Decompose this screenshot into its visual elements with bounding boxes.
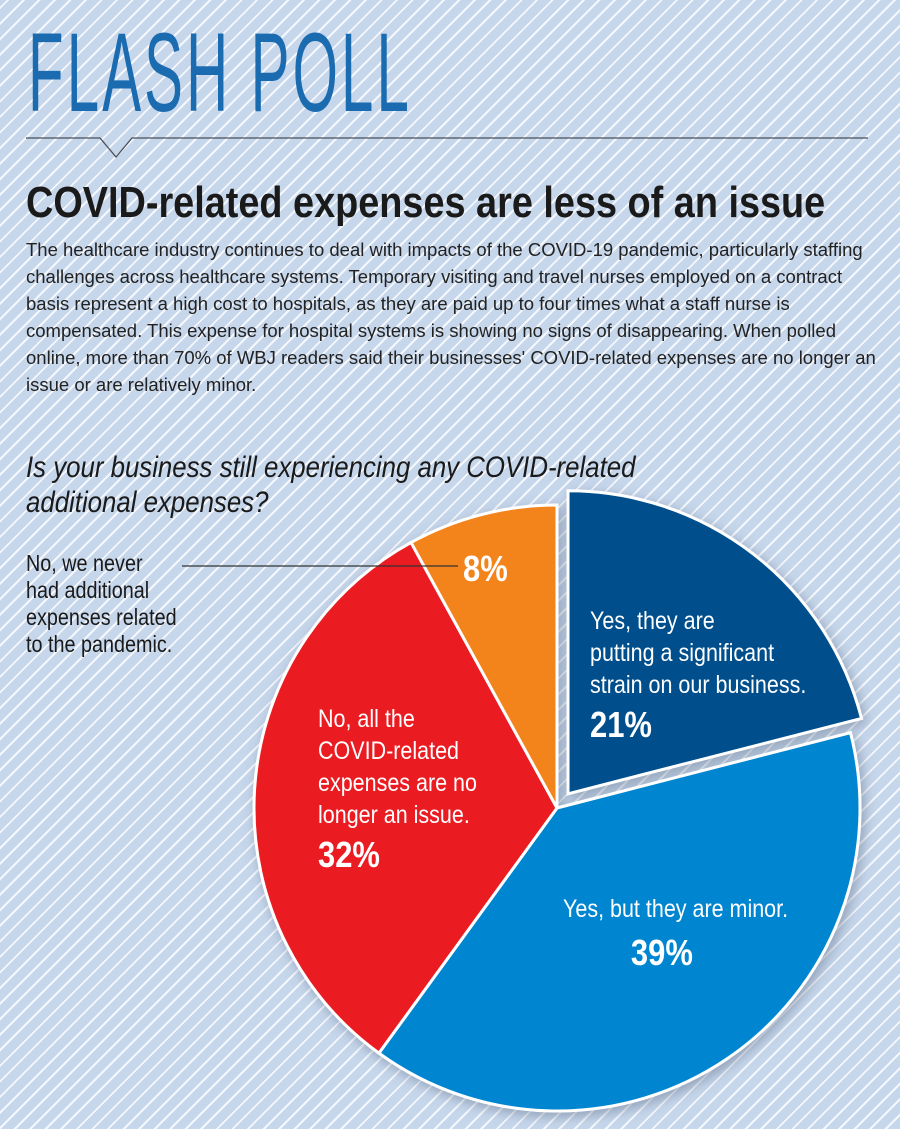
label-line: strain on our business. [590,671,807,699]
data-label-32: 32% [318,834,380,875]
label-line: putting a significant [590,639,775,667]
chart-title-line: additional expenses? [26,486,269,519]
label-line: expenses are no [318,769,477,797]
data-label-21: 21% [590,704,652,745]
label-line: longer an issue. [318,801,470,829]
pie-slice-39 [376,730,862,1113]
flash-poll-title: FLASH POLL [28,10,413,135]
chart-title: Is your business still experiencing any … [26,450,635,520]
label-line: Yes, but they are minor. [563,895,789,923]
slice-label-8: 8% [463,545,508,593]
label-line: No, we never [26,550,143,576]
pie-slice-32 [252,540,559,1056]
slice-label-significant: Yes, they are putting a significant stra… [590,605,806,749]
chart-title-line: Is your business still experiencing any … [26,451,636,484]
label-line: Yes, they are [590,607,715,635]
headline: COVID-related expenses are less of an is… [26,178,826,227]
body-text: The healthcare industry continues to dea… [26,239,876,395]
label-line: expenses related [26,604,177,630]
label-line: had additional [26,577,150,603]
pie-slice-8 [408,503,559,809]
slice-label-no-longer: No, all the COVID-related expenses are n… [318,703,477,879]
label-line: COVID-related [318,737,459,765]
data-label-8: 8% [463,548,508,589]
label-line: to the pandemic. [26,631,173,657]
title-divider [26,137,868,159]
slice-label-never: No, we never had additional expenses rel… [26,550,215,658]
slice-label-minor: Yes, but they are minor. 39% [563,893,789,977]
pie-slice-21 [566,489,864,796]
data-label-39: 39% [630,932,693,973]
label-line: No, all the [318,705,415,733]
